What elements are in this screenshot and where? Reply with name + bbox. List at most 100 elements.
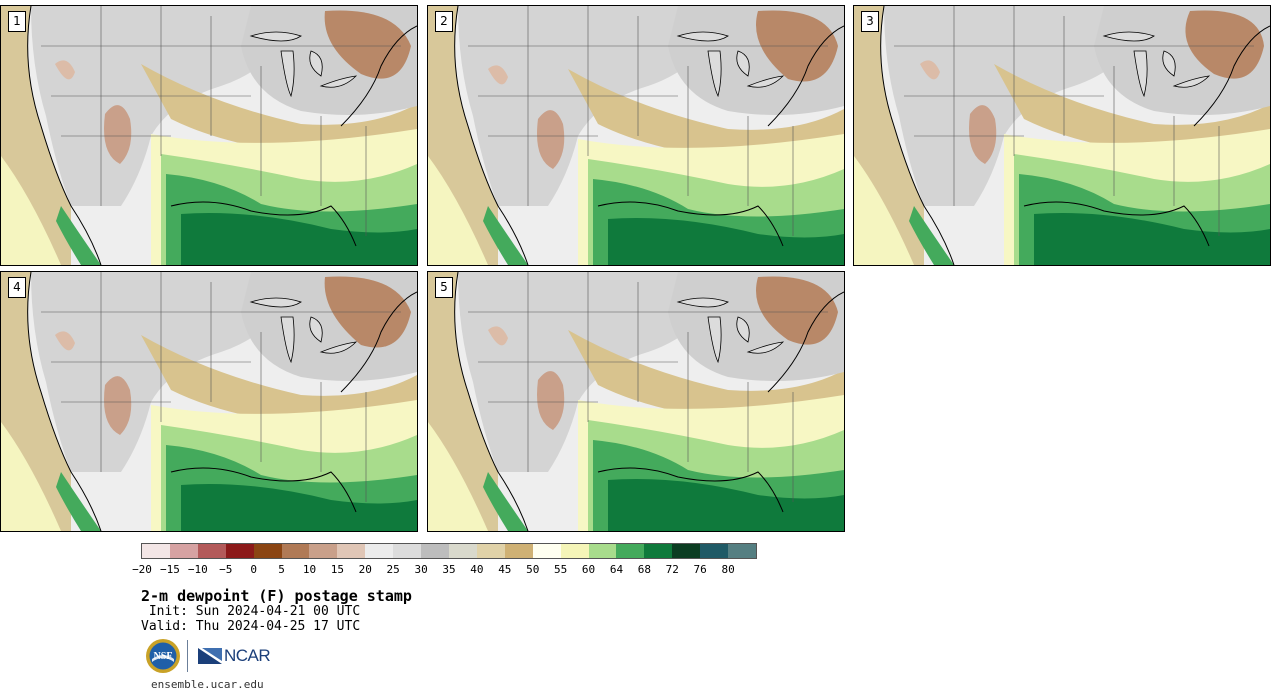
pacific-moist-region [428, 422, 488, 531]
northeast-dry-core [756, 276, 838, 345]
plains-tan-band [141, 64, 417, 154]
site-url: ensemble.ucar.edu [151, 678, 264, 691]
west-coastline [454, 6, 529, 265]
postage-stamp-map-4: 4 [0, 271, 418, 532]
nsf-logo: NSF [146, 639, 180, 673]
svg-text:NSF: NSF [154, 651, 173, 662]
dry-patch-west [488, 326, 508, 346]
colorbar-tick-label: 30 [414, 563, 428, 576]
colorbar-tick-label: 68 [637, 563, 651, 576]
lake-michigan [280, 50, 295, 98]
lake-erie [319, 341, 358, 354]
gulf-of-california-moist [483, 472, 528, 531]
lake-superior [676, 297, 729, 308]
west-coastline [27, 272, 102, 531]
gulf-coastline [597, 467, 784, 513]
colorbar-tick-label: 15 [330, 563, 344, 576]
lake-michigan [707, 50, 722, 98]
lake-superior [249, 31, 302, 42]
member-label-4: 4 [8, 277, 26, 298]
lake-erie [319, 75, 358, 88]
dewpoint-map-2 [428, 6, 844, 265]
postage-stamp-map-3: 3 [853, 5, 1271, 266]
colorbar-swatch [197, 544, 226, 558]
gulf-coastline [597, 201, 784, 247]
colorbar-tick-label: 10 [302, 563, 317, 576]
colorbar-swatch [560, 544, 589, 558]
colorbar-swatch [365, 544, 394, 558]
lake-huron [309, 50, 323, 77]
dry-patch-southwest [969, 105, 997, 164]
lake-michigan [1133, 50, 1148, 98]
east-coastline [767, 25, 844, 127]
lake-erie [1172, 75, 1211, 88]
lake-huron [736, 50, 750, 77]
lake-erie [746, 75, 785, 88]
gulf-of-california-moist [56, 472, 101, 531]
plains-tan-band [141, 335, 417, 425]
gulf-very-moist-core [181, 484, 417, 531]
gulf-very-moist-core [608, 218, 844, 265]
colorbar-tick-label: −15 [159, 563, 180, 576]
colorbar-swatch [504, 544, 533, 558]
colorbar-tick-label: 64 [609, 563, 624, 576]
gulf-very-moist-core [608, 479, 844, 531]
colorbar-tick-label: −10 [187, 563, 208, 576]
gulf-very-moist-core [1034, 213, 1270, 265]
lake-huron [1162, 50, 1176, 77]
colorbar-swatch [728, 544, 756, 558]
lake-huron [736, 316, 750, 343]
postage-stamp-map-1: 1 [0, 5, 418, 266]
colorbar-swatch [281, 544, 310, 558]
postage-stamp-map-5: 5 [427, 271, 845, 532]
colorbar-tick-label: 5 [278, 563, 285, 576]
lake-michigan [280, 316, 295, 364]
colorbar-tick-label: 60 [581, 563, 596, 576]
dry-patch-west [55, 60, 75, 80]
east-coastline [1193, 25, 1270, 127]
colorbar-swatch [672, 544, 701, 558]
dewpoint-map-5 [428, 272, 844, 531]
colorbar-tick-label: 76 [693, 563, 707, 576]
gulf-of-california-moist [909, 206, 954, 265]
lake-huron [309, 316, 323, 343]
colorbar-swatch [644, 544, 673, 558]
gulf-coastline [170, 201, 357, 247]
northeast-dry-core [1185, 10, 1264, 79]
colorbar-swatch [532, 544, 561, 558]
colorbar-swatch [309, 544, 338, 558]
pacific-moist-region [428, 156, 488, 265]
colorbar-tick-label: −20 [132, 563, 152, 576]
west-coastline [27, 6, 102, 265]
member-label-2: 2 [435, 11, 453, 32]
plains-tan-band [568, 330, 844, 420]
colorbar-tick-label: 40 [470, 563, 484, 576]
east-coastline [340, 25, 417, 127]
pacific-moist-region [1, 156, 61, 265]
colorbar-swatch [700, 544, 729, 558]
northeast-dry-core [324, 10, 411, 79]
colorbar-swatch [448, 544, 477, 558]
ncar-mark-icon [198, 648, 222, 664]
colorbar-swatch [588, 544, 617, 558]
colorbar-swatch [421, 544, 449, 558]
pacific-moist-region [1, 422, 61, 531]
colorbar-tick-label: 25 [386, 563, 400, 576]
west-coastline [880, 6, 955, 265]
dewpoint-colorbar [141, 543, 757, 559]
postage-stamp-map-2: 2 [427, 5, 845, 266]
pacific-moist-region [854, 156, 914, 265]
colorbar-tick-label: 55 [554, 563, 568, 576]
ncar-logo: NCAR [197, 644, 275, 668]
east-coastline [340, 291, 417, 393]
colorbar-swatch [169, 544, 198, 558]
member-label-1: 1 [8, 11, 26, 32]
colorbar-swatch [476, 544, 505, 558]
dry-patch-southwest [104, 105, 132, 164]
lake-erie [746, 341, 785, 354]
gulf-of-california-moist [56, 206, 101, 265]
ncar-wordmark: NCAR [224, 646, 271, 665]
dewpoint-map-1 [1, 6, 417, 265]
valid-time: Valid: Thu 2024-04-25 17 UTC [141, 619, 361, 634]
gulf-very-moist-core [181, 213, 417, 265]
